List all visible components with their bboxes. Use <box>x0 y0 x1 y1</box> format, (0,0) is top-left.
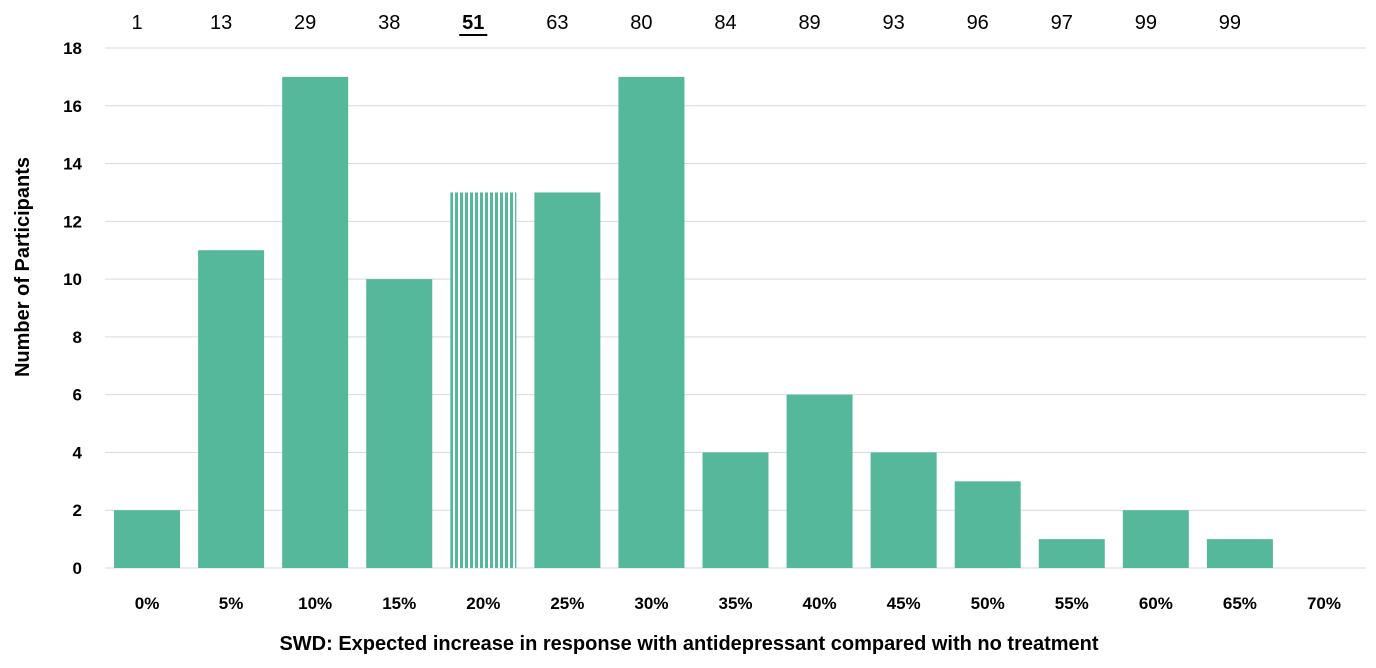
x-tick-label: 15% <box>382 594 416 613</box>
cumulative-percent-label: 89 <box>798 12 820 34</box>
cumulative-percent-label: 29 <box>294 12 316 34</box>
y-axis-title: Number of Participants <box>12 157 34 377</box>
cumulative-percent-label: 80 <box>630 12 652 34</box>
bar-65pct <box>1206 539 1273 568</box>
bar-0pct <box>114 510 181 568</box>
cumulative-percent-label: 99 <box>1219 12 1241 34</box>
x-axis-ticks: 0% 5% 10% 15% 20% 25% 30% 35% 40% 45% 50% 55% 60% 65%… <box>135 594 1341 613</box>
x-tick-label: 25% <box>550 594 584 613</box>
x-tick-label: 30% <box>634 594 668 613</box>
cumulative-percent-label: 63 <box>546 12 568 34</box>
x-tick-label: 70% <box>1307 594 1341 613</box>
x-tick-label: 65% <box>1223 594 1257 613</box>
x-tick-label: 20% <box>466 594 500 613</box>
y-tick-label: 0 <box>73 559 82 578</box>
cumulative-percent-label: 13 <box>210 12 232 34</box>
y-tick-label: 2 <box>73 501 82 520</box>
cumulative-percent-label: 96 <box>967 12 989 34</box>
bars <box>114 76 1273 568</box>
bar-10pct <box>282 76 349 568</box>
x-tick-label: 5% <box>219 594 244 613</box>
x-tick-label: 45% <box>887 594 921 613</box>
cumulative-percent-label: 1 <box>131 12 142 34</box>
cumulative-percent-label: 51 <box>462 12 484 34</box>
x-tick-label: 40% <box>803 594 837 613</box>
x-tick-label: 50% <box>971 594 1005 613</box>
cumulative-percent-label: 84 <box>714 12 736 34</box>
x-tick-label: 60% <box>1139 594 1173 613</box>
bar-50pct <box>954 481 1021 568</box>
cumulative-percent-label: 38 <box>378 12 400 34</box>
cumulative-labels: 1 13 29 38 51 63 80 84 89 93 96 97 99 99 <box>131 12 1241 36</box>
y-tick-label: 4 <box>73 443 83 462</box>
bar-15pct <box>366 279 433 568</box>
y-axis-ticks: 0 2 4 6 8 10 12 14 16 18 <box>63 39 82 578</box>
cumulative-percent-label: 93 <box>883 12 905 34</box>
y-tick-label: 12 <box>63 212 82 231</box>
bar-40pct <box>786 394 853 568</box>
bar-45pct <box>870 452 937 568</box>
bar-5pct <box>198 250 265 568</box>
y-tick-label: 10 <box>63 270 82 289</box>
bar-35pct <box>702 452 769 568</box>
bar-60pct <box>1122 510 1189 568</box>
y-tick-label: 16 <box>63 97 82 116</box>
bar-30pct <box>618 76 685 568</box>
x-tick-label: 10% <box>298 594 332 613</box>
y-tick-label: 8 <box>73 328 82 347</box>
bar-25pct <box>534 192 601 568</box>
cumulative-percent-label: 99 <box>1135 12 1157 34</box>
y-tick-label: 18 <box>63 39 82 58</box>
bar-55pct <box>1038 539 1105 568</box>
cumulative-percent-label: 97 <box>1051 12 1073 34</box>
y-tick-label: 6 <box>73 386 82 405</box>
bar-20pct <box>450 192 517 568</box>
x-tick-label: 0% <box>135 594 160 613</box>
x-tick-label: 55% <box>1055 594 1089 613</box>
x-axis-title: SWD: Expected increase in response with … <box>279 633 1098 655</box>
x-tick-label: 35% <box>718 594 752 613</box>
y-tick-label: 14 <box>63 155 82 174</box>
